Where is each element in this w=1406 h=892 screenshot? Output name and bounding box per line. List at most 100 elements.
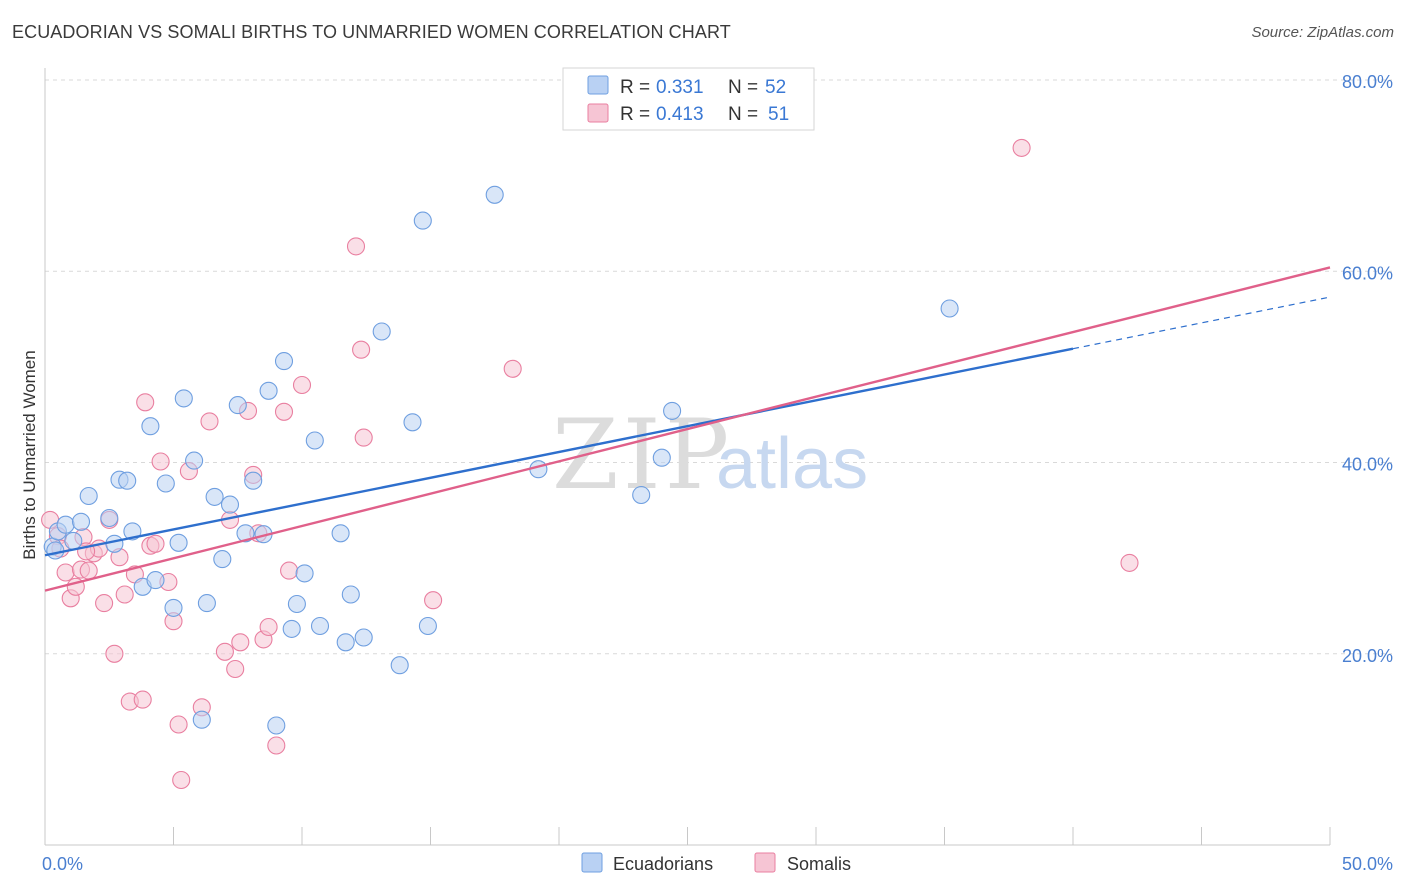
trend-line-ecuadorians [44,347,1074,557]
point-ecuadorian [100,508,119,528]
point-ecuadorian [413,211,432,230]
axes [44,68,1331,846]
x-tick-labels: 0.0% 50.0% [42,854,1393,874]
correlation-legend: R = 0.331 N = 52 R = 0.413 N = 51 [562,67,815,131]
y-axis-label: Births to Unmarried Women [20,350,39,559]
point-ecuadorian [259,381,278,400]
legend-n-label: N = [728,104,758,125]
point-ecuadorian [267,716,286,735]
point-somali [292,375,312,395]
point-ecuadorian [192,710,211,729]
point-ecuadorian [341,585,360,604]
legend-swatch-somalis [754,852,776,873]
legend-r-value: 0.413 [656,104,704,125]
point-somali [169,715,188,734]
point-ecuadorian [169,533,188,552]
point-ecuadorian [71,512,91,531]
point-somali [200,412,219,431]
legend-label-ecuadorians: Ecuadorians [613,854,713,874]
legend-swatch-ecuadorians [581,852,603,873]
point-somali [1120,553,1139,572]
trend-lines [44,266,1331,592]
point-ecuadorian [331,524,350,543]
x-tick-label: 50.0% [1342,854,1393,874]
point-somali [215,642,234,661]
point-somali [274,402,294,421]
point-somali [95,594,114,613]
point-somali [354,428,373,447]
point-ecuadorian [64,531,83,550]
point-ecuadorian [56,515,75,534]
y-tick-labels: 20.0% 40.0% 60.0% 80.0% [1342,72,1393,666]
point-ecuadorian [295,564,314,583]
legend-r-value: 0.331 [656,77,704,98]
legend-r-label: R = [620,77,650,98]
point-somali [267,736,286,755]
legend-n-value: 51 [768,104,789,125]
legend-swatch-ecuadorians [587,75,609,95]
point-ecuadorian [663,401,682,420]
point-ecuadorian [940,299,959,318]
point-somali [259,617,278,637]
point-ecuadorian [274,352,294,371]
point-somali [105,644,124,663]
point-ecuadorian [336,633,355,652]
point-ecuadorian [156,474,175,493]
watermark-atlas: atlas [716,424,868,504]
legend-r-label: R = [620,104,650,125]
point-ecuadorian [79,486,98,506]
point-ecuadorian [46,541,65,560]
point-ecuadorian [236,524,255,543]
point-ecuadorian [213,550,232,569]
y-tick-label: 80.0% [1342,72,1393,92]
point-ecuadorian [185,451,204,470]
source-credit: Source: ZipAtlas.com [1251,24,1394,41]
data-points [41,138,1139,790]
point-ecuadorian [287,594,306,614]
point-ecuadorian [403,413,422,432]
point-somali [346,237,366,256]
point-somali [115,585,134,604]
point-ecuadorian [354,628,373,647]
point-somali [1012,138,1031,157]
point-ecuadorian [652,448,671,467]
legend-n-value: 52 [765,77,786,98]
point-somali [226,659,245,679]
point-ecuadorian [141,417,160,436]
point-ecuadorian [632,485,651,505]
point-ecuadorian [197,594,216,613]
point-ecuadorian [372,322,391,341]
legend-n-label: N = [728,77,758,98]
point-somali [280,561,299,580]
chart-title: ECUADORIAN VS SOMALI BIRTHS TO UNMARRIED… [12,22,731,42]
point-ecuadorian [228,396,247,415]
point-somali [151,452,170,471]
point-ecuadorian [244,471,263,490]
series-legend: Ecuadorians Somalis [581,852,851,874]
point-somali [231,633,250,652]
point-ecuadorian [205,487,224,506]
point-somali [136,393,155,412]
point-somali [503,359,522,378]
y-tick-label: 20.0% [1342,646,1393,666]
point-ecuadorian [305,431,324,450]
trend-line-somalis [44,266,1331,592]
point-somali [352,340,371,359]
point-ecuadorian [164,598,183,617]
y-tick-label: 60.0% [1342,263,1393,283]
point-ecuadorian [146,571,165,590]
point-ecuadorian [105,534,124,553]
point-ecuadorian [310,616,330,636]
point-ecuadorian [485,185,504,204]
legend-swatch-somalis [587,103,609,123]
point-somali [79,561,98,580]
point-ecuadorian [418,616,437,636]
point-ecuadorian [118,471,137,490]
point-somali [172,770,191,790]
y-tick-label: 40.0% [1342,455,1393,475]
point-ecuadorian [220,495,240,514]
point-somali [56,563,75,582]
point-ecuadorian [174,389,193,408]
legend-label-somalis: Somalis [787,854,851,874]
